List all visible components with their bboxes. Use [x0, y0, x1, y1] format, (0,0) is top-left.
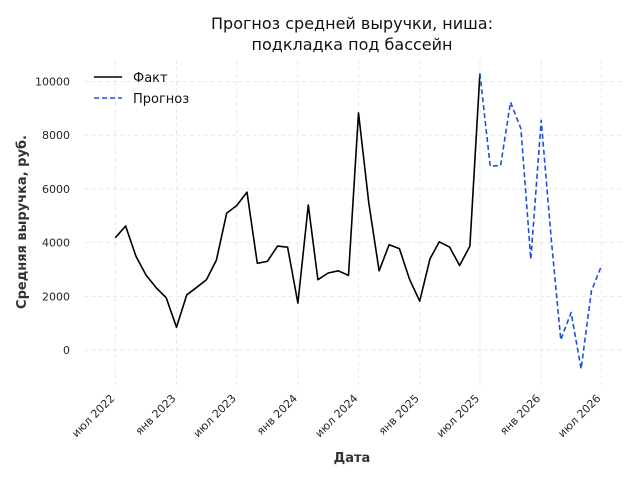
y-tick-label: 10000	[35, 75, 70, 88]
x-tick-label: янв 2026	[497, 392, 543, 438]
x-tick-label: янв 2024	[254, 392, 300, 438]
y-tick-label: 0	[63, 344, 70, 357]
x-tick-label: июл 2026	[555, 392, 603, 440]
legend-fact-label: Факт	[133, 71, 168, 86]
x-tick-label: янв 2025	[376, 392, 422, 438]
y-axis-label: Средняя выручка, руб.	[15, 135, 30, 309]
x-tick-label: июл 2023	[191, 392, 239, 440]
x-axis-label: Дата	[334, 451, 371, 466]
legend-forecast-label: Прогноз	[133, 92, 189, 107]
x-tick-label: июл 2022	[69, 392, 117, 440]
series-line-fact	[114, 73, 481, 329]
x-tick-labels: июл 2022 янв 2023 июл 2023 янв 2024 июл 2024…	[69, 392, 603, 440]
chart-title-line-2: подкладка под бассейн	[252, 35, 453, 54]
y-tick-label: 8000	[42, 129, 70, 142]
x-tick-label: янв 2023	[133, 392, 179, 438]
chart-title-line-1: Прогноз средней выручки, ниша:	[211, 14, 493, 33]
series-line-forecast	[479, 73, 603, 370]
x-tick-label: июл 2025	[434, 392, 482, 440]
y-tick-label: 6000	[42, 183, 70, 196]
series-lines	[114, 73, 603, 370]
x-tick-label: июл 2024	[313, 392, 361, 440]
y-tick-label: 2000	[42, 290, 70, 303]
y-tick-label: 4000	[42, 237, 70, 250]
grid	[85, 60, 622, 385]
y-tick-labels: 0 2000 4000 6000 8000 10000	[35, 75, 70, 357]
legend: Факт Прогноз	[94, 71, 189, 107]
